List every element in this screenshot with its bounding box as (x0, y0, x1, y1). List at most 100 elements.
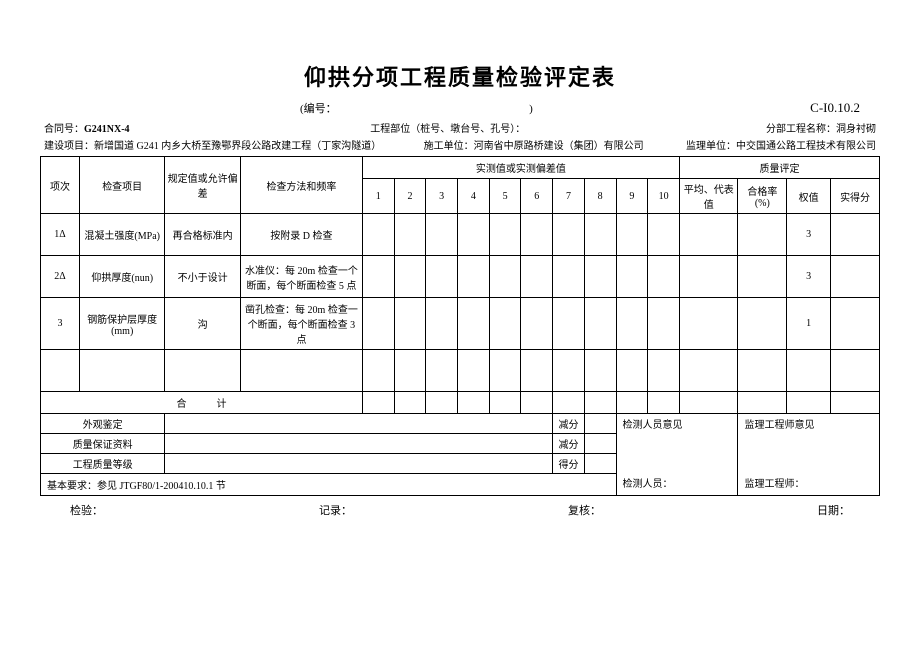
cell-empty (738, 256, 787, 298)
cell-item: 混凝土强度(MPa) (80, 214, 165, 256)
th-spec: 规定值或允许偏差 (165, 157, 241, 214)
empty-row-1 (41, 350, 880, 392)
cell-empty (831, 256, 880, 298)
th-quality: 质量评定 (679, 157, 879, 179)
cell-empty (584, 298, 616, 350)
cell-empty (458, 298, 490, 350)
cell-empty (165, 414, 553, 434)
cell-empty (489, 214, 521, 256)
th-col-9: 9 (616, 179, 648, 214)
cell-empty (394, 298, 426, 350)
cell-empty (362, 256, 394, 298)
th-col-2: 2 (394, 179, 426, 214)
cell-empty (648, 214, 680, 256)
cell-empty (458, 256, 490, 298)
cell-method: 水准仪：每 20m 检查一个断面，每个断面检查 5 点 (240, 256, 362, 298)
cell-method: 凿孔检查：每 20m 检查一个断面，每个断面检查 3 点 (240, 298, 362, 350)
cell-empty (362, 214, 394, 256)
th-item-no: 项次 (41, 157, 80, 214)
header-row-1: 项次 检查项目 规定值或允许偏差 检查方法和频率 实测值或实测偏差值 质量评定 (41, 157, 880, 179)
cell-empty (616, 298, 648, 350)
data-row-3: 3 钢筋保护层厚度(mm) 沟 凿孔检查：每 20m 检查一个断面，每个断面检查… (41, 298, 880, 350)
cell-empty (394, 214, 426, 256)
footer-review: 复核： (568, 502, 601, 518)
footer-date: 日期： (817, 502, 850, 518)
th-weight: 权值 (787, 179, 831, 214)
cell-empty (426, 298, 458, 350)
cell-no: 3 (41, 298, 80, 350)
meta-row-2: 建设项目：新增国道 G241 内乡大桥至豫鄂界段公路改建工程（丁家沟隧道） 施工… (40, 137, 880, 152)
cell-empty (362, 298, 394, 350)
th-avg: 平均、代表值 (679, 179, 738, 214)
cell-empty (394, 256, 426, 298)
cell-empty (426, 214, 458, 256)
cell-weight: 3 (787, 214, 831, 256)
cell-weight: 1 (787, 298, 831, 350)
cell-empty (489, 298, 521, 350)
cell-empty (458, 214, 490, 256)
subtitle-row: (编号： ) C-I0.10.2 (40, 100, 880, 116)
cell-empty (831, 298, 880, 350)
main-table: 项次 检查项目 规定值或允许偏差 检查方法和频率 实测值或实测偏差值 质量评定 … (40, 156, 880, 496)
cell-empty (584, 434, 616, 454)
cell-item: 钢筋保护层厚度(mm) (80, 298, 165, 350)
form-number: (编号： ) (300, 100, 533, 116)
score-label: 得分 (553, 454, 585, 474)
quality-data-label: 质量保证资料 (41, 434, 165, 454)
engineer-opinion: 监理工程师意见 监理工程师： (738, 414, 880, 496)
inspector-opinion: 检测人员意见 检测人员： (616, 414, 738, 496)
th-col-4: 4 (458, 179, 490, 214)
cell-spec: 沟 (165, 298, 241, 350)
cell-empty (616, 256, 648, 298)
data-row-1: 1Δ 混凝土强度(MPa) 再合格标准内 按附录 D 检查 3 (41, 214, 880, 256)
cell-item: 仰拱厚度(nun) (80, 256, 165, 298)
cell-empty (584, 454, 616, 474)
deduct-label: 减分 (553, 414, 585, 434)
basic-req: 基本要求：参见 JTGF80/1-200410.10.1 节 (41, 474, 617, 496)
cell-empty (521, 214, 553, 256)
quality-grade-label: 工程质量等级 (41, 454, 165, 474)
cell-empty (648, 256, 680, 298)
cell-method: 按附录 D 检查 (240, 214, 362, 256)
cell-empty (553, 298, 585, 350)
th-col-10: 10 (648, 179, 680, 214)
th-col-3: 3 (426, 179, 458, 214)
th-col-1: 1 (362, 179, 394, 214)
cell-empty (584, 214, 616, 256)
cell-spec: 不小于设计 (165, 256, 241, 298)
footer-row: 检验： 记录： 复核： 日期： (40, 502, 880, 518)
cell-spec: 再合格标准内 (165, 214, 241, 256)
appearance-label: 外观鉴定 (41, 414, 165, 434)
th-check-item: 检查项目 (80, 157, 165, 214)
cell-empty (679, 256, 738, 298)
cell-empty (738, 298, 787, 350)
cell-empty (165, 434, 553, 454)
cell-empty (584, 414, 616, 434)
cell-empty (679, 298, 738, 350)
cell-empty (165, 454, 553, 474)
th-col-6: 6 (521, 179, 553, 214)
form-code: C-I0.10.2 (810, 100, 860, 116)
cell-weight: 3 (787, 256, 831, 298)
total-row: 合 计 (41, 392, 880, 414)
cell-empty (553, 214, 585, 256)
cell-empty (679, 214, 738, 256)
th-score: 实得分 (831, 179, 880, 214)
data-row-2: 2Δ 仰拱厚度(nun) 不小于设计 水准仪：每 20m 检查一个断面，每个断面… (41, 256, 880, 298)
cell-empty (616, 214, 648, 256)
appearance-row: 外观鉴定 减分 检测人员意见 检测人员： 监理工程师意见 监理工程师： (41, 414, 880, 434)
cell-empty (584, 256, 616, 298)
th-col-7: 7 (553, 179, 585, 214)
meta-row-1: 合同号：G241NX-4 工程部位（桩号、墩台号、孔号）： 分部工程名称：洞身衬… (40, 120, 880, 135)
th-col-8: 8 (584, 179, 616, 214)
th-measured: 实测值或实测偏差值 (362, 157, 679, 179)
cell-empty (831, 214, 880, 256)
cell-empty (426, 256, 458, 298)
cell-no: 1Δ (41, 214, 80, 256)
deduct-label-2: 减分 (553, 434, 585, 454)
page-title: 仰拱分项工程质量检验评定表 (40, 60, 880, 92)
footer-record: 记录： (319, 502, 352, 518)
cell-empty (648, 298, 680, 350)
cell-empty (521, 298, 553, 350)
footer-check: 检验： (70, 502, 103, 518)
